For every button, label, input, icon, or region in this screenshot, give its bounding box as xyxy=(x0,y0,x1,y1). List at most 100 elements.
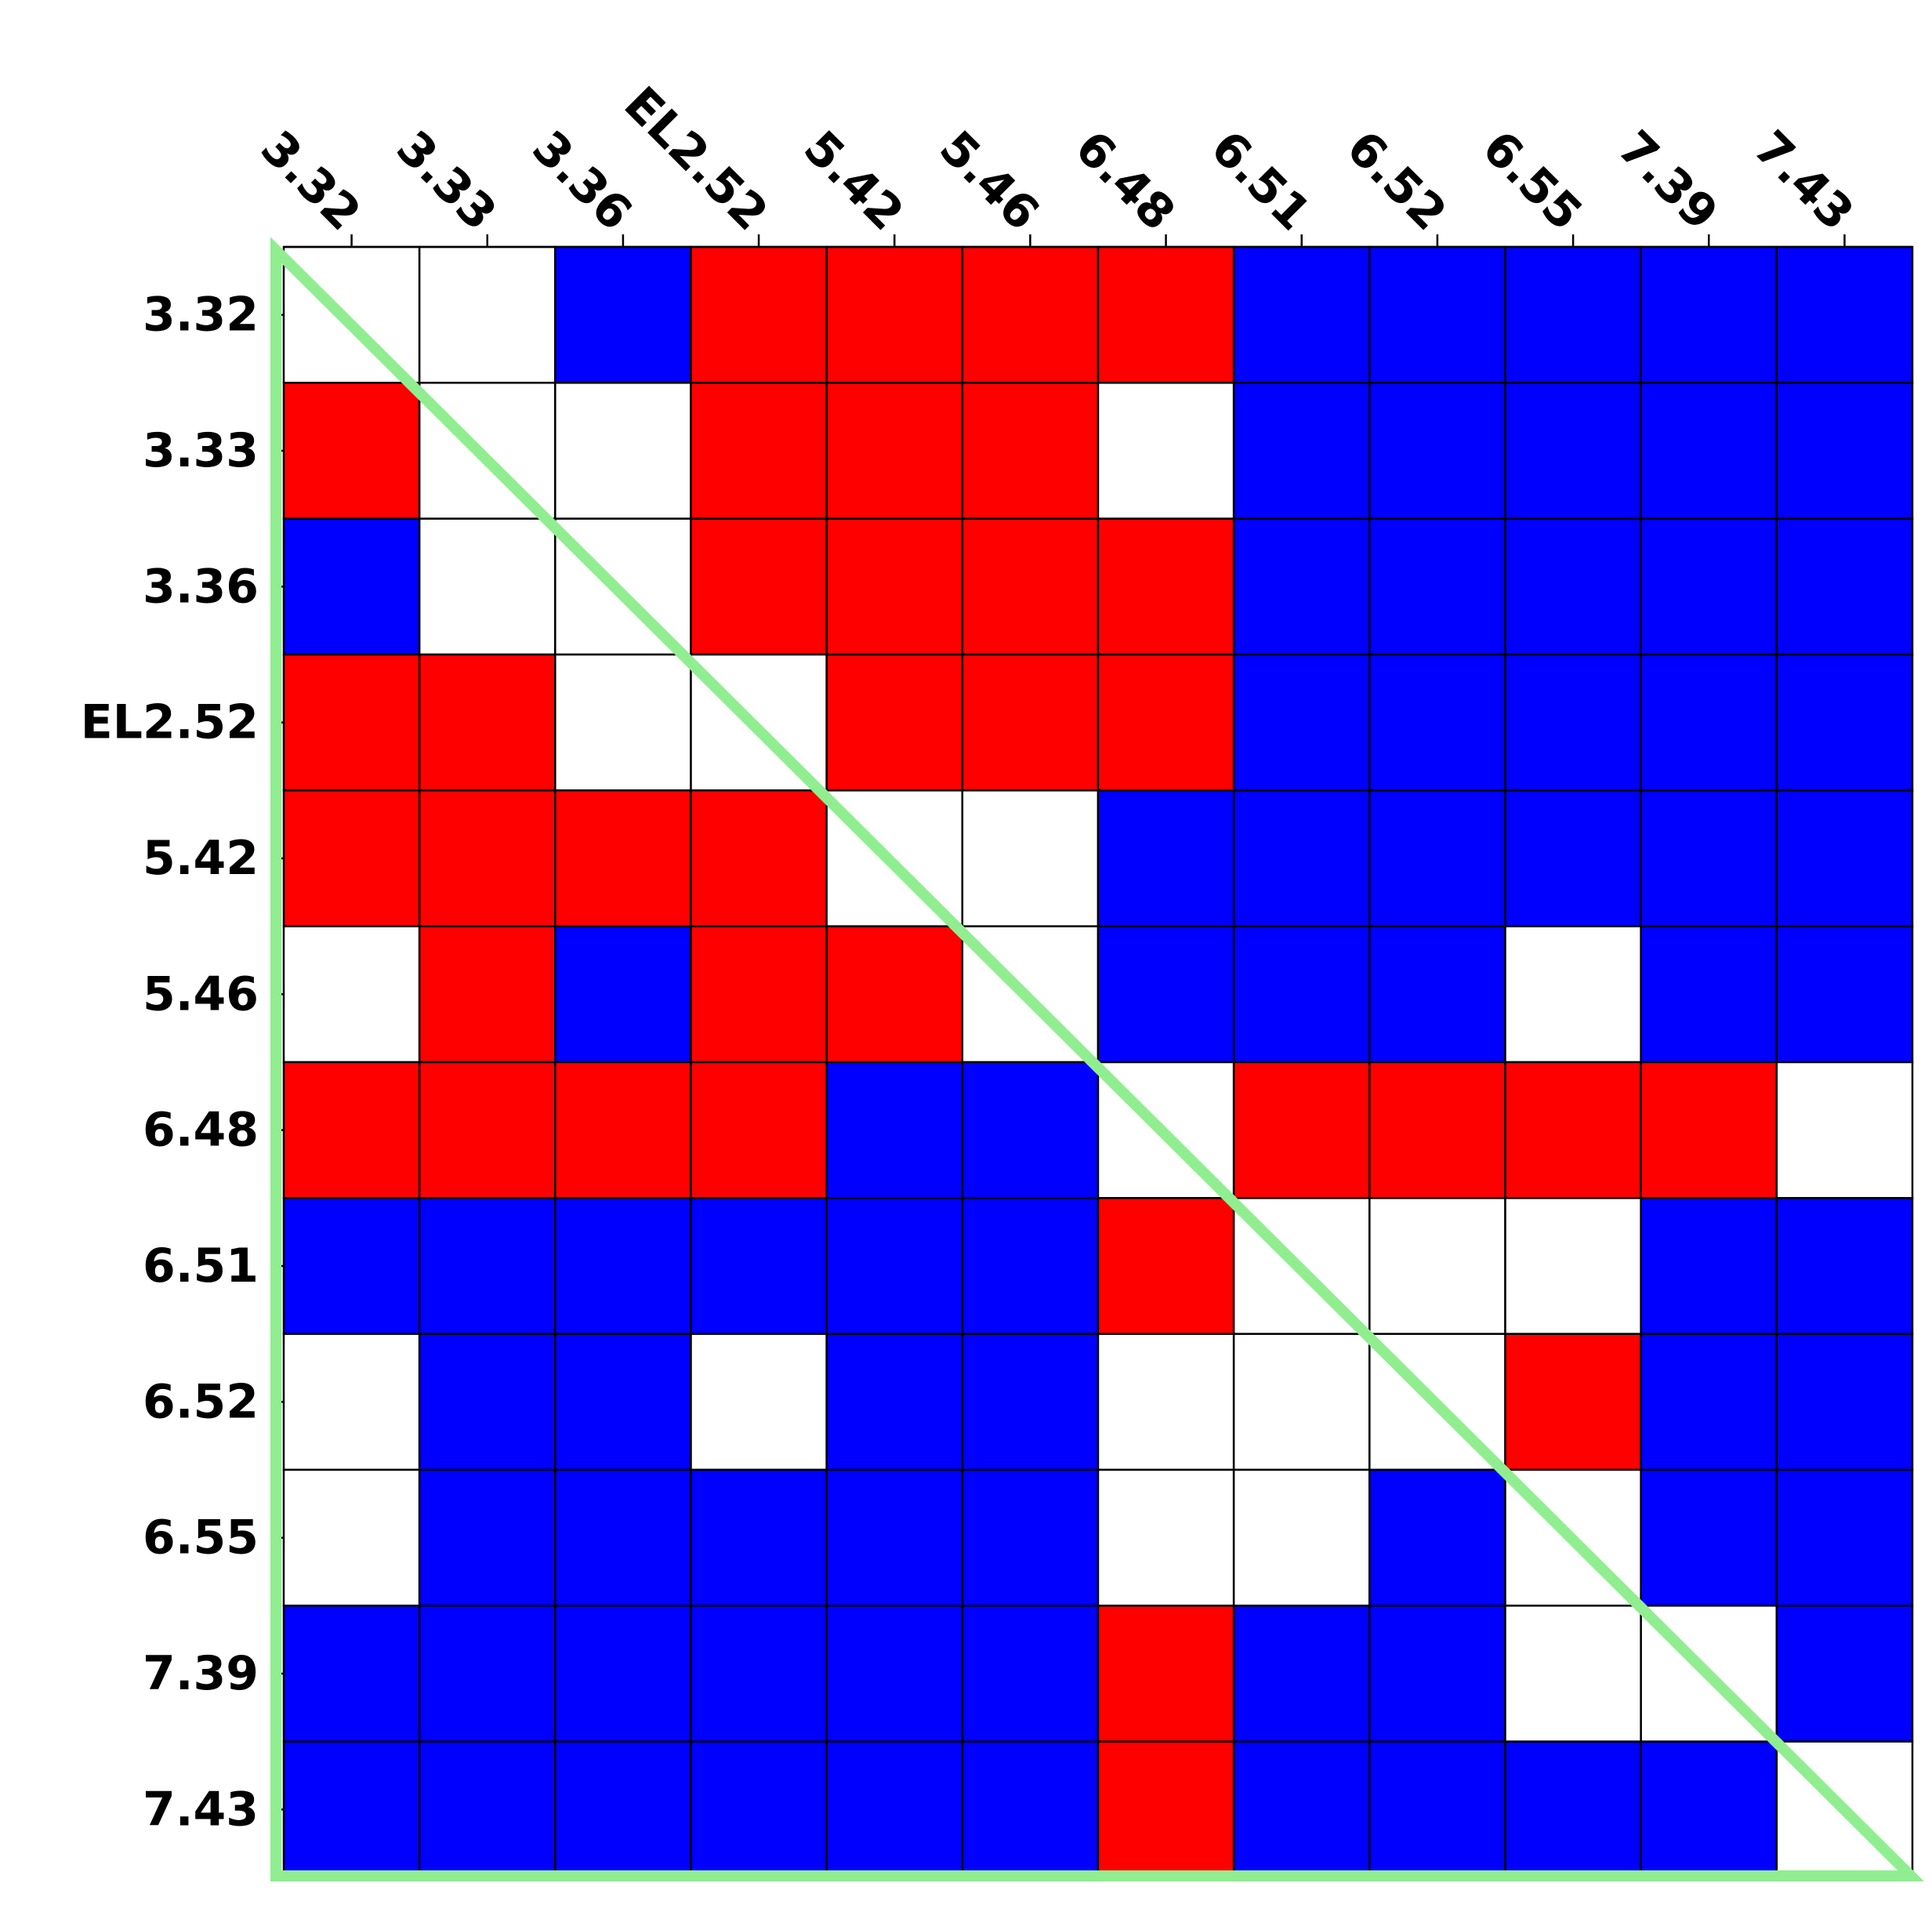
heatmap-cell-r2-c0 xyxy=(282,517,421,656)
heatmap-cell-r5-c3 xyxy=(690,925,828,1064)
x-tick-label-6: 6.48 xyxy=(1064,121,1185,241)
heatmap-cell-r0-c4 xyxy=(825,245,964,384)
y-tick-label-10: 7.39 xyxy=(143,1646,259,1701)
heatmap-cell-r9-c1 xyxy=(418,1468,556,1607)
heatmap-cell-r9-c5 xyxy=(961,1468,1100,1607)
triangle-overlay xyxy=(270,237,1924,1881)
heatmap-cell-r7-c2 xyxy=(554,1197,692,1335)
heatmap-cell-r7-c1 xyxy=(418,1197,556,1335)
heatmap-cell-r2-c6 xyxy=(1096,517,1235,656)
heatmap-cell-r1-c2 xyxy=(554,382,692,520)
heatmap-cell-r11-c10 xyxy=(1640,1740,1778,1879)
heatmap-cell-r8-c9 xyxy=(1504,1333,1642,1471)
heatmap-cell-r10-c2 xyxy=(554,1605,692,1743)
heatmap-cell-r9-c10 xyxy=(1640,1468,1778,1607)
heatmap-cell-r0-c1 xyxy=(418,245,556,384)
x-tick-label-9: 6.55 xyxy=(1472,121,1593,241)
y-tick-label-1: 3.33 xyxy=(143,423,259,478)
heatmap-cell-r4-c10 xyxy=(1640,789,1778,927)
y-tick-label-7: 6.51 xyxy=(143,1239,259,1293)
heatmap-cell-r10-c5 xyxy=(961,1605,1100,1743)
heatmap-cell-r6-c1 xyxy=(418,1061,556,1199)
heatmap-cell-r11-c6 xyxy=(1096,1740,1235,1879)
heatmap-cell-r10-c11 xyxy=(1775,1605,1914,1743)
heatmap-cell-r2-c7 xyxy=(1232,517,1371,656)
y-tick-label-2: 3.36 xyxy=(143,559,259,614)
heatmap-cell-r7-c3 xyxy=(690,1197,828,1335)
heatmap-cell-r0-c10 xyxy=(1640,245,1778,384)
heatmap-cell-r0-c9 xyxy=(1504,245,1642,384)
y-tick-label-9: 6.55 xyxy=(143,1511,259,1565)
heatmap-cell-r5-c9 xyxy=(1504,925,1642,1064)
heatmap-cell-r9-c0 xyxy=(282,1468,421,1607)
heatmap-cell-r11-c3 xyxy=(690,1740,828,1879)
heatmap-cell-r1-c0 xyxy=(282,382,421,520)
heatmap-cell-r10-c4 xyxy=(825,1605,964,1743)
heatmap-cell-r2-c2 xyxy=(554,517,692,656)
heatmap-cell-r3-c5 xyxy=(961,653,1100,792)
heatmap-cell-r10-c1 xyxy=(418,1605,556,1743)
heatmap-cell-r5-c4 xyxy=(825,925,964,1064)
heatmap-cell-r7-c6 xyxy=(1096,1197,1235,1335)
triangle-overlay-outline xyxy=(270,237,1924,1881)
heatmap-cell-r3-c1 xyxy=(418,653,556,792)
heatmap-cell-r1-c6 xyxy=(1096,382,1235,520)
x-tick-label-11: 7.43 xyxy=(1743,121,1864,241)
heatmap-cells xyxy=(282,245,1914,1879)
heatmap-cell-r8-c6 xyxy=(1096,1333,1235,1471)
heatmap-cell-r0-c11 xyxy=(1775,245,1914,384)
heatmap-cell-r2-c11 xyxy=(1775,517,1914,656)
heatmap-cell-r10-c0 xyxy=(282,1605,421,1743)
heatmap-cell-r0-c0 xyxy=(282,245,421,384)
y-tick-label-4: 5.42 xyxy=(143,831,259,886)
x-tick-label-7: 6.51 xyxy=(1200,121,1321,241)
heatmap-cell-r0-c6 xyxy=(1096,245,1235,384)
heatmap-cell-r3-c7 xyxy=(1232,653,1371,792)
heatmap-cell-r4-c11 xyxy=(1775,789,1914,927)
heatmap-cell-r7-c4 xyxy=(825,1197,964,1335)
heatmap-cell-r1-c3 xyxy=(690,382,828,520)
heatmap-cell-r8-c5 xyxy=(961,1333,1100,1471)
heatmap-cell-r9-c4 xyxy=(825,1468,964,1607)
x-tick-label-1: 3.33 xyxy=(386,121,506,241)
heatmap-cell-r7-c8 xyxy=(1368,1197,1506,1335)
heatmap-cell-r4-c6 xyxy=(1096,789,1235,927)
heatmap-cell-r2-c10 xyxy=(1640,517,1778,656)
heatmap-cell-r10-c9 xyxy=(1504,1605,1642,1743)
heatmap-cell-r3-c0 xyxy=(282,653,421,792)
heatmap-cell-r1-c4 xyxy=(825,382,964,520)
x-tick-label-0: 3.32 xyxy=(250,121,371,241)
heatmap-cell-r6-c4 xyxy=(825,1061,964,1199)
heatmap-cell-r1-c9 xyxy=(1504,382,1642,520)
heatmap-cell-r5-c1 xyxy=(418,925,556,1064)
x-tick-label-8: 6.52 xyxy=(1336,121,1456,241)
heatmap-cell-r1-c11 xyxy=(1775,382,1914,520)
heatmap-cell-r8-c11 xyxy=(1775,1333,1914,1471)
heatmap-cell-r7-c5 xyxy=(961,1197,1100,1335)
heatmap-cell-r6-c5 xyxy=(961,1061,1100,1199)
heatmap-cell-r7-c9 xyxy=(1504,1197,1642,1335)
heatmap-cell-r6-c2 xyxy=(554,1061,692,1199)
heatmap-cell-r1-c7 xyxy=(1232,382,1371,520)
heatmap-cell-r2-c3 xyxy=(690,517,828,656)
heatmap-cell-r5-c11 xyxy=(1775,925,1914,1064)
heatmap-cell-r8-c4 xyxy=(825,1333,964,1471)
heatmap-cell-r3-c9 xyxy=(1504,653,1642,792)
heatmap-cell-r10-c6 xyxy=(1096,1605,1235,1743)
heatmap-cell-r3-c2 xyxy=(554,653,692,792)
heatmap-cell-r3-c4 xyxy=(825,653,964,792)
heatmap-cell-r10-c3 xyxy=(690,1605,828,1743)
heatmap-cell-r2-c4 xyxy=(825,517,964,656)
heatmap-cell-r5-c6 xyxy=(1096,925,1235,1064)
heatmap-cell-r4-c7 xyxy=(1232,789,1371,927)
heatmap-cell-r5-c0 xyxy=(282,925,421,1064)
x-tick-label-5: 5.46 xyxy=(929,121,1049,241)
heatmap-cell-r0-c2 xyxy=(554,245,692,384)
heatmap-cell-r11-c0 xyxy=(282,1740,421,1879)
heatmap-cell-r9-c6 xyxy=(1096,1468,1235,1607)
heatmap-cell-r9-c11 xyxy=(1775,1468,1914,1607)
y-tick-labels: 3.32 3.33 3.36 EL2.52 5.42 5.46 6.48 6.51 6.52 6.… xyxy=(81,288,259,1837)
heatmap-cell-r11-c1 xyxy=(418,1740,556,1879)
heatmap-cell-r9-c7 xyxy=(1232,1468,1371,1607)
